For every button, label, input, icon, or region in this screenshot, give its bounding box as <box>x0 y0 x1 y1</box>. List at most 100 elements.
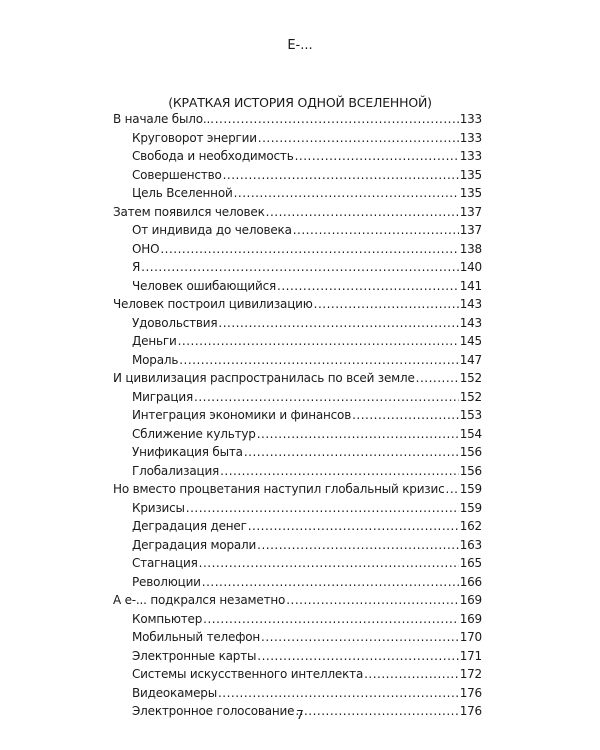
toc-subsection: Деградация морали 163 <box>113 538 482 557</box>
toc-entry-label: Совершенство <box>132 167 222 182</box>
table-of-contents: В начале было... 133 Круговорот энергии 133… <box>113 112 482 723</box>
toc-subsection: Деньги 145 <box>113 334 482 353</box>
dot-leader <box>446 482 459 496</box>
toc-entry-page: 176 <box>459 685 483 700</box>
toc-entry-page: 153 <box>459 408 483 422</box>
dot-leader <box>416 371 459 385</box>
dot-leader <box>364 667 459 681</box>
toc-subsection: Видеокамеры 176 <box>113 686 482 705</box>
toc-entry-page: 169 <box>459 611 483 626</box>
toc-section: Но вместо процветания наступил глобальны… <box>113 482 482 501</box>
toc-entry-label: Человек ошибающийся <box>132 278 277 293</box>
toc-entry-page: 135 <box>459 167 483 182</box>
toc-entry-label: И цивилизация распространилась по всей з… <box>113 371 415 385</box>
toc-entry-label: Унификация быта <box>132 445 243 459</box>
toc-subsection: Сближение культур 154 <box>113 427 482 446</box>
dot-leader <box>258 131 459 145</box>
dot-leader <box>277 279 459 293</box>
toc-subsection: Деградация денег 162 <box>113 519 482 538</box>
toc-entry-label: Видеокамеры <box>132 685 217 700</box>
toc-subsection: Мобильный телефон 170 <box>113 630 482 649</box>
dot-leader <box>203 612 459 626</box>
toc-entry-label: Сближение культур <box>132 426 256 441</box>
toc-entry-label: Круговорот энергии <box>132 130 257 145</box>
toc-entry-page: 135 <box>459 186 483 200</box>
toc-subsection: Системы искусственного интеллекта 172 <box>113 667 482 686</box>
toc-subsection: Совершенство 135 <box>113 168 482 187</box>
toc-entry-label: Деградация морали <box>132 537 257 552</box>
chapter-title: Е-... <box>287 38 313 53</box>
dot-leader <box>234 186 459 200</box>
toc-entry-label: Стагнация <box>132 556 198 570</box>
dot-leader <box>293 223 459 237</box>
toc-subsection: ОНО 138 <box>113 242 482 261</box>
toc-entry-label: Человек построил цивилизацию <box>113 297 313 311</box>
dot-leader <box>286 593 459 607</box>
toc-subsection: Миграция 152 <box>113 390 482 409</box>
toc-subsection: Электронные карты 171 <box>113 649 482 668</box>
toc-entry-page: 156 <box>459 445 483 459</box>
toc-entry-page: 133 <box>459 112 483 126</box>
toc-entry-label: Мораль <box>132 352 179 367</box>
toc-subsection: Свобода и необходимость 133 <box>113 149 482 168</box>
toc-entry-page: 163 <box>459 537 483 552</box>
toc-entry-label: Но вместо процветания наступил глобальны… <box>113 482 445 496</box>
toc-entry-page: 141 <box>459 278 483 293</box>
toc-subsection: Человек ошибающийся 141 <box>113 279 482 298</box>
toc-entry-page: 140 <box>459 260 483 274</box>
toc-entry-label: Затем появился человек <box>113 204 265 219</box>
dot-leader <box>223 168 459 182</box>
toc-entry-label: Свобода и необходимость <box>132 149 294 163</box>
toc-entry-label: Электронные карты <box>132 648 257 663</box>
toc-subsection: Революции 166 <box>113 575 482 594</box>
toc-subsection: Глобализация 156 <box>113 464 482 483</box>
dot-leader <box>295 149 459 163</box>
toc-subsection: От индивида до человека 137 <box>113 223 482 242</box>
toc-entry-label: Кризисы <box>132 500 185 515</box>
toc-entry-page: 137 <box>459 204 483 219</box>
toc-entry-page: 137 <box>459 223 483 237</box>
toc-section: В начале было... 133 <box>113 112 482 131</box>
page-number: 7 <box>296 708 304 722</box>
toc-entry-page: 145 <box>459 334 483 348</box>
toc-subsection: Кризисы 159 <box>113 501 482 520</box>
dot-leader <box>202 575 459 589</box>
dot-leader <box>266 205 459 219</box>
dot-leader <box>186 501 459 515</box>
toc-section: Человек построил цивилизацию 143 <box>113 297 482 316</box>
dot-leader <box>248 519 459 533</box>
toc-subsection: Интеграция экономики и финансов 153 <box>113 408 482 427</box>
toc-entry-label: В начале было... <box>113 112 214 126</box>
dot-leader <box>257 427 459 441</box>
toc-section: И цивилизация распространилась по всей з… <box>113 371 482 390</box>
toc-subsection: Стагнация 165 <box>113 556 482 575</box>
toc-entry-page: 171 <box>459 648 483 663</box>
toc-entry-page: 162 <box>459 519 483 533</box>
dot-leader <box>215 112 459 126</box>
toc-entry-page: 152 <box>459 371 483 385</box>
toc-entry-page: 156 <box>459 463 483 478</box>
toc-entry-label: Системы искусственного интеллекта <box>132 667 364 681</box>
dot-leader <box>194 390 459 404</box>
toc-entry-page: 147 <box>459 352 483 367</box>
toc-entry-page: 138 <box>459 241 483 256</box>
toc-subsection: Я 140 <box>113 260 482 279</box>
toc-entry-label: А е-... подкрался незаметно <box>113 593 286 607</box>
toc-entry-label: Миграция <box>132 389 194 404</box>
toc-entry-page: 176 <box>459 704 483 718</box>
toc-entry-label: Глобализация <box>132 463 220 478</box>
chapter-subtitle: (КРАТКАЯ ИСТОРИЯ ОДНОЙ ВСЕЛЕННОЙ) <box>168 95 432 110</box>
toc-subsection: Компьютер 169 <box>113 612 482 631</box>
toc-entry-label: Удовольствия <box>132 315 218 330</box>
toc-entry-label: Мобильный телефон <box>132 630 261 644</box>
toc-entry-label: Цель Вселенной <box>132 186 233 200</box>
toc-entry-page: 143 <box>459 297 483 311</box>
dot-leader <box>244 445 459 459</box>
toc-entry-page: 172 <box>459 667 483 681</box>
toc-subsection: Круговорот энергии 133 <box>113 131 482 150</box>
dot-leader <box>218 686 459 700</box>
dot-leader <box>179 353 458 367</box>
toc-entry-page: 159 <box>459 482 483 496</box>
dot-leader <box>352 408 459 422</box>
toc-entry-page: 165 <box>459 556 483 570</box>
